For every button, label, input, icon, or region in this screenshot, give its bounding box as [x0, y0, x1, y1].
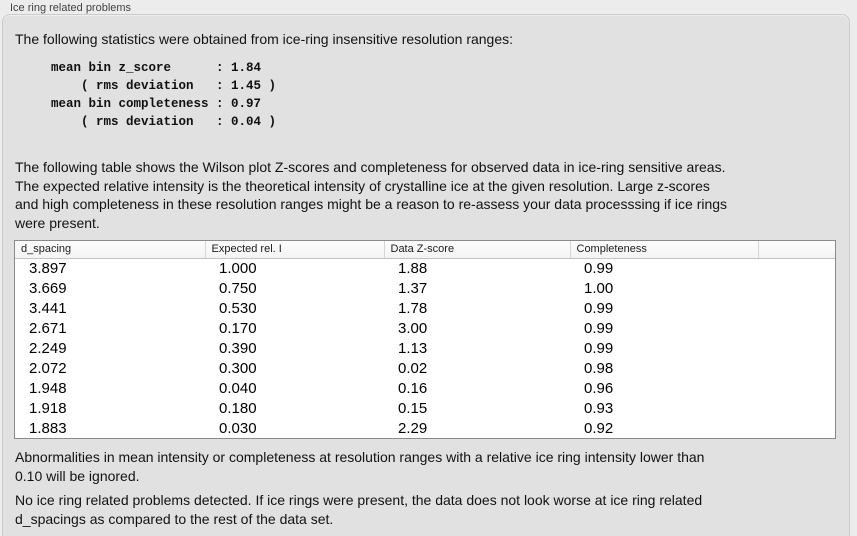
intro-text: The following statistics were obtained f…	[15, 31, 514, 47]
table-cell: 0.180	[219, 399, 257, 417]
table-cell	[758, 258, 835, 278]
table-row[interactable]: 3.669 0.750 1.37 1.00	[15, 278, 835, 298]
column-header-empty	[757, 241, 835, 259]
table-cell: 3.897	[29, 259, 67, 277]
ice-ring-groupbox: The following statistics were obtained f…	[2, 14, 850, 536]
column-header-d-spacing[interactable]: d_spacing	[15, 241, 205, 259]
table-cell: 1.78	[398, 299, 428, 317]
table-cell: 2.29	[398, 419, 428, 437]
table-row[interactable]: 1.883 0.030 2.29 0.92	[15, 418, 835, 438]
conclusion-text: No ice ring related problems detected. I…	[15, 492, 703, 527]
table-cell	[758, 398, 835, 418]
table-row[interactable]: 1.948 0.040 0.16 0.96	[15, 378, 835, 398]
table-cell: 1.00	[584, 279, 614, 297]
table-row[interactable]: 2.249 0.390 1.13 0.99	[15, 338, 835, 358]
table-cell: 3.669	[29, 279, 67, 297]
ice-ring-table: d_spacing Expected rel. I Data Z-score C…	[14, 240, 836, 439]
table-cell: 0.530	[219, 299, 257, 317]
table-cell: 0.99	[584, 299, 614, 317]
table-cell: 0.99	[584, 339, 614, 357]
table-cell: 0.040	[219, 379, 257, 397]
table-cell: 0.390	[219, 339, 257, 357]
table-cell: 1.948	[29, 379, 67, 397]
table-row[interactable]: 3.897 1.000 1.88 0.99	[15, 258, 835, 278]
table-cell: 0.99	[584, 259, 614, 277]
table-cell: 0.16	[398, 379, 428, 397]
column-header-expected-rel-i[interactable]: Expected rel. I	[204, 241, 384, 259]
table-cell: 0.93	[584, 399, 614, 417]
table-cell: 1.883	[29, 419, 67, 437]
table-cell: 1.88	[398, 259, 428, 277]
table-cell: 2.671	[29, 319, 67, 337]
mean-bin-statistics: mean bin z_score : 1.84 ( rms deviation …	[51, 61, 277, 129]
ignore-threshold-text: Abnormalities in mean intensity or compl…	[15, 449, 705, 484]
table-row[interactable]: 2.072 0.300 0.02 0.98	[15, 358, 835, 378]
table-cell: 2.072	[29, 359, 67, 377]
table-cell: 0.99	[584, 319, 614, 337]
table-cell: 0.98	[584, 359, 614, 377]
table-row[interactable]: 3.441 0.530 1.78 0.99	[15, 298, 835, 318]
table-cell	[758, 318, 835, 338]
table-cell: 0.750	[219, 279, 257, 297]
table-cell: 3.441	[29, 299, 67, 317]
table-cell: 0.02	[398, 359, 428, 377]
table-row[interactable]: 2.671 0.170 3.00 0.99	[15, 318, 835, 338]
table-cell: 1.918	[29, 399, 67, 417]
column-header-data-z-score[interactable]: Data Z-score	[383, 241, 570, 259]
table-cell	[758, 418, 835, 438]
table-cell: 0.300	[219, 359, 257, 377]
table-cell: 3.00	[398, 319, 428, 337]
column-header-completeness[interactable]: Completeness	[569, 241, 758, 259]
table-cell: 2.249	[29, 339, 67, 357]
table-description-text: The following table shows the Wilson plo…	[15, 159, 728, 231]
table-cell: 1.000	[219, 259, 257, 277]
table-cell	[758, 278, 835, 298]
table-cell	[758, 298, 835, 318]
table-row[interactable]: 1.918 0.180 0.15 0.93	[15, 398, 835, 418]
table-cell: 0.170	[219, 319, 257, 337]
table-cell: 1.13	[398, 339, 428, 357]
panel-title: Ice ring related problems	[10, 2, 132, 14]
table-cell	[758, 338, 835, 358]
table-cell	[758, 378, 835, 398]
table-cell: 0.030	[219, 419, 257, 437]
table-cell: 0.92	[584, 419, 614, 437]
table-cell: 0.15	[398, 399, 428, 417]
table-cell: 0.96	[584, 379, 614, 397]
table-cell	[758, 358, 835, 378]
table-header-row: d_spacing Expected rel. I Data Z-score C…	[15, 241, 835, 259]
table-cell: 1.37	[398, 279, 428, 297]
